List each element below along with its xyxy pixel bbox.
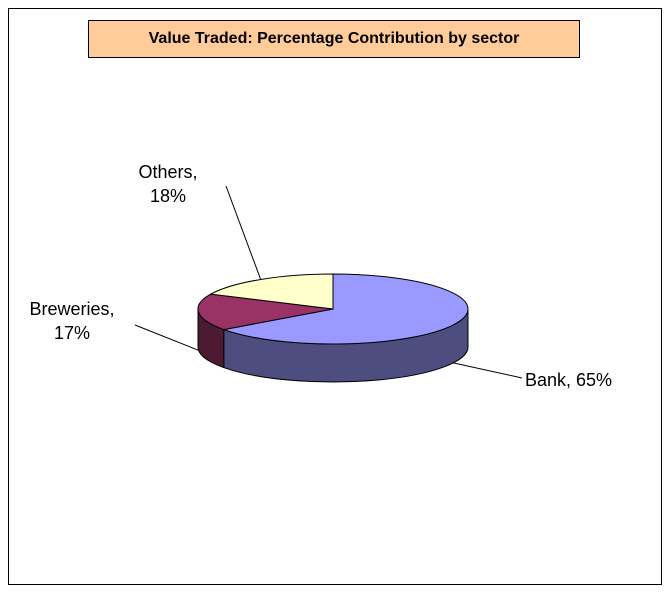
data-label: Others, 18% [138, 162, 198, 206]
pie-slice [221, 273, 469, 345]
data-label: Breweries, 17% [29, 299, 115, 343]
chart-title: Value Traded: Percentage Contribution by… [88, 20, 580, 58]
leader-line [453, 362, 523, 379]
data-label: Bank, 65% [525, 370, 613, 390]
leader-line [134, 324, 199, 351]
leader-line [225, 185, 262, 280]
pie-slice [197, 293, 334, 331]
